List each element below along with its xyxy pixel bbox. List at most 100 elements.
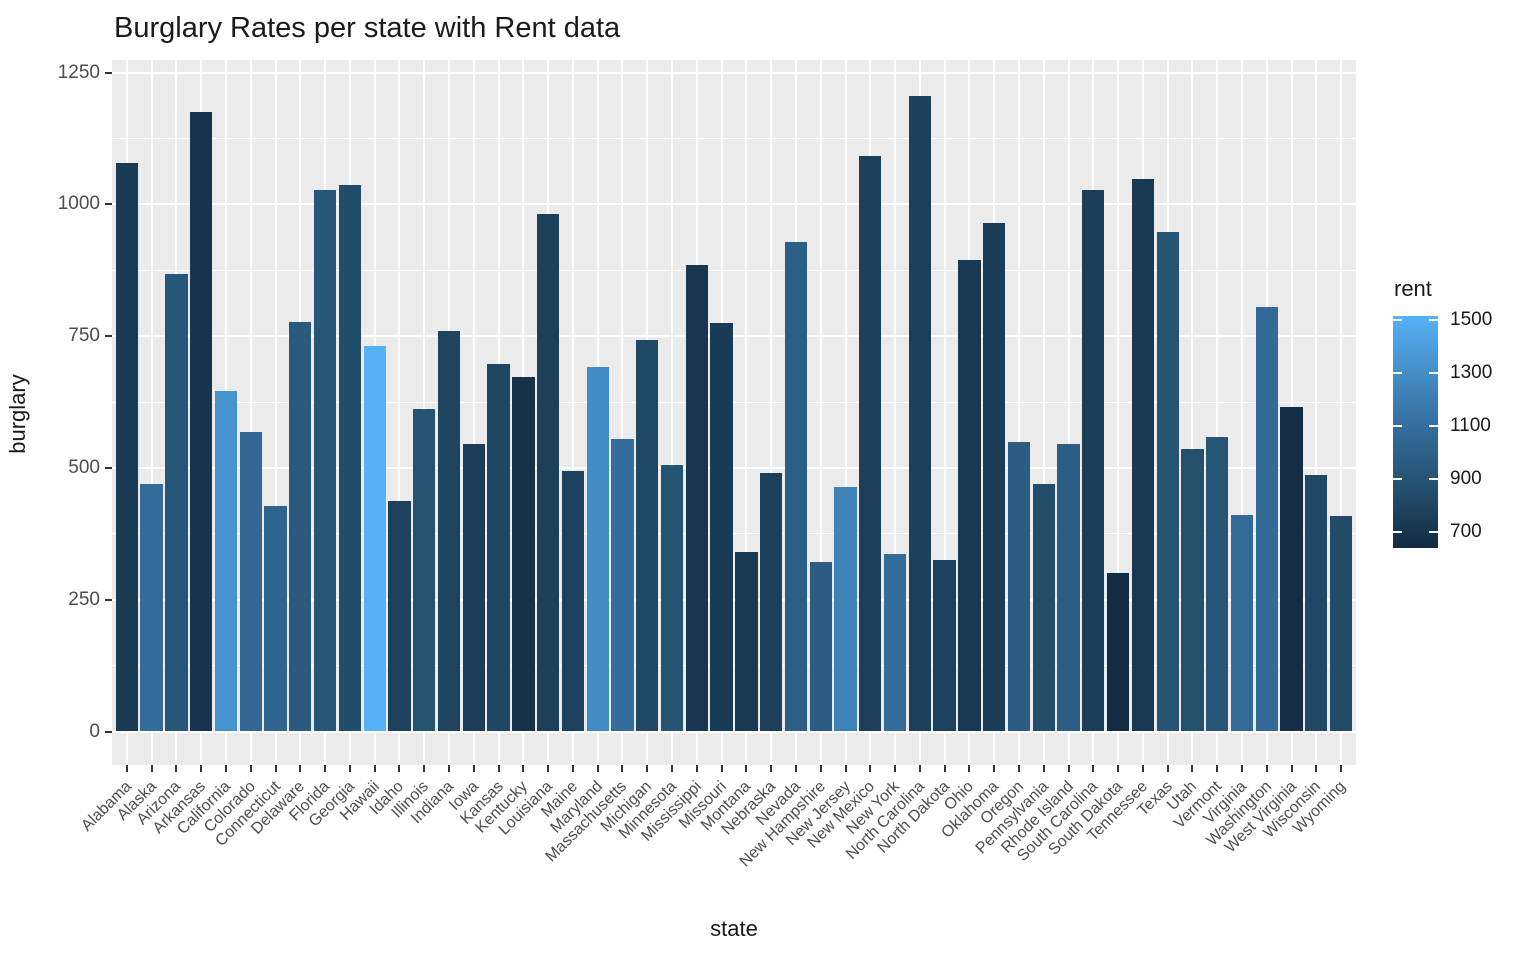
bar-tennessee — [1131, 178, 1155, 732]
x-axis-tick — [770, 765, 773, 772]
plot-title: Burglary Rates per state with Rent data — [114, 12, 621, 44]
x-axis-tick — [1315, 765, 1318, 772]
bar-alaska — [140, 483, 163, 732]
legend-tick — [1429, 425, 1438, 428]
legend-gradient-bar — [1393, 316, 1438, 548]
gridline-major-x — [1191, 60, 1194, 765]
bar-indiana — [437, 330, 461, 732]
bar-missouri — [710, 322, 733, 732]
gridline-major-x — [472, 60, 475, 765]
x-axis-tick — [819, 765, 822, 772]
x-axis-tick — [869, 765, 872, 772]
bar-maine — [561, 470, 585, 732]
x-axis-tick — [1017, 765, 1020, 772]
gridline-major-y — [112, 598, 1356, 601]
x-axis-tick — [547, 765, 550, 772]
x-axis-tick — [1216, 765, 1219, 772]
x-axis-tick — [175, 765, 178, 772]
bar-new-jersey — [834, 486, 857, 732]
bar-massachusetts — [611, 439, 634, 732]
x-axis-tick — [571, 765, 574, 772]
gridline-minor-y — [112, 533, 1356, 535]
gridline-major-x — [274, 60, 277, 765]
gridline-major-x — [770, 60, 773, 765]
gridline-major-x — [844, 60, 847, 765]
legend-tick — [1393, 425, 1402, 428]
bar-delaware — [289, 322, 312, 732]
x-axis-tick — [423, 765, 426, 772]
x-axis-tick — [918, 765, 921, 772]
gridline-major-x — [571, 60, 574, 765]
bar-new-hampshire — [809, 561, 832, 732]
x-axis-tick — [596, 765, 599, 772]
legend-tick — [1429, 478, 1438, 481]
bar-oklahoma — [983, 222, 1006, 732]
x-axis-tick — [1265, 765, 1268, 772]
x-axis-tick — [993, 765, 996, 772]
bar-washington — [1255, 307, 1278, 732]
bar-new-mexico — [859, 155, 882, 732]
x-axis-tick — [324, 765, 327, 772]
gridline-major-x — [943, 60, 946, 765]
x-axis-tick — [1290, 765, 1293, 772]
x-axis-tick — [522, 765, 525, 772]
gridline-major-y — [112, 466, 1356, 469]
bar-alabama — [115, 163, 138, 732]
x-axis-tick — [794, 765, 797, 772]
x-axis-title: state — [710, 916, 758, 941]
x-axis-tick — [1042, 765, 1045, 772]
bar-south-carolina — [1082, 190, 1105, 732]
bar-north-carolina — [908, 95, 931, 732]
legend-label: 1100 — [1450, 415, 1491, 437]
x-axis-tick — [472, 765, 475, 772]
gridline-major-y — [112, 730, 1356, 733]
bar-rhode-island — [1057, 443, 1080, 732]
bar-texas — [1156, 231, 1179, 732]
gridline-major-y — [112, 335, 1356, 338]
x-axis-tick — [1191, 765, 1194, 772]
x-axis-tick — [398, 765, 401, 772]
x-axis-tick — [1092, 765, 1095, 772]
bar-michigan — [636, 340, 659, 732]
y-axis-tick — [105, 203, 112, 206]
gridline-major-x — [1340, 60, 1343, 765]
bar-montana — [735, 551, 758, 732]
legend-title: rent — [1394, 276, 1432, 301]
bar-west-virginia — [1280, 407, 1303, 732]
x-axis-tick — [1241, 765, 1243, 772]
x-axis-tick — [621, 765, 624, 772]
x-axis-tick — [274, 765, 277, 772]
bar-arizona — [165, 273, 188, 732]
x-axis-tick — [373, 765, 376, 772]
x-axis-tick — [224, 765, 227, 772]
y-axis-tick — [105, 598, 112, 601]
y-axis-label: 1250 — [57, 61, 100, 83]
bar-nebraska — [760, 473, 783, 732]
bar-louisiana — [536, 214, 560, 732]
x-axis-tick — [1340, 765, 1343, 772]
bar-mississippi — [685, 264, 708, 732]
x-axis-tick — [200, 765, 203, 772]
x-axis-tick — [720, 765, 723, 772]
bar-vermont — [1206, 437, 1229, 732]
gridline-major-x — [398, 60, 401, 765]
gridline-major-x — [1017, 60, 1020, 765]
x-axis-tick — [745, 765, 748, 772]
bar-iowa — [462, 443, 485, 732]
gridline-minor-y — [112, 269, 1356, 271]
x-axis-tick — [150, 765, 153, 772]
gridline-major-x — [894, 60, 897, 765]
y-axis-title: burglary — [5, 374, 30, 454]
gridline-minor-y — [112, 665, 1356, 667]
bar-north-dakota — [933, 559, 956, 732]
bar-kansas — [487, 363, 510, 732]
y-axis-label: 250 — [68, 588, 100, 610]
gridline-major-x — [671, 60, 674, 765]
gridline-major-y — [112, 203, 1356, 206]
gridline-major-x — [1315, 60, 1318, 765]
bar-south-dakota — [1106, 572, 1130, 732]
bar-california — [214, 391, 238, 732]
x-axis-tick — [646, 765, 649, 772]
x-axis-tick — [249, 765, 252, 772]
gridline-major-x — [1042, 60, 1045, 765]
